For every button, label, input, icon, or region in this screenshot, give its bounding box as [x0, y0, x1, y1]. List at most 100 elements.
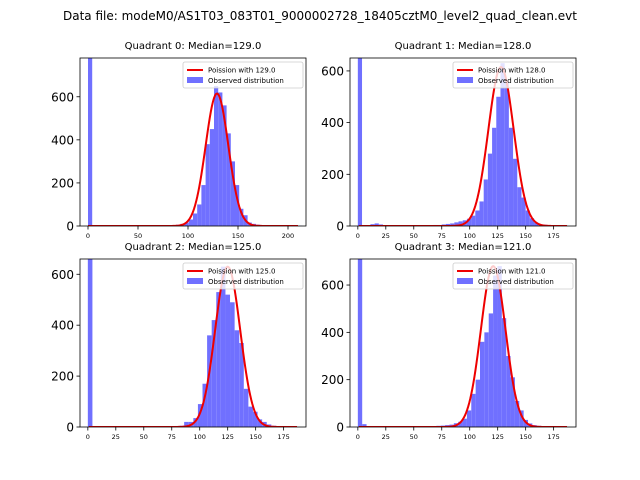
- legend-hist-swatch: [187, 77, 203, 83]
- legend-box: [452, 262, 574, 290]
- quadrant-1-bar: [374, 223, 379, 226]
- quadrant-1-plot-area: [357, 58, 568, 226]
- quadrant-1-x-tick-label: 75: [438, 232, 446, 240]
- quadrant-3-bar: [362, 424, 367, 427]
- quadrant-1-title: Quadrant 1: Median=128.0: [395, 41, 532, 52]
- quadrant-3-x-tick-label: 125: [491, 433, 503, 441]
- quadrant-3-y-tick-label: 400: [321, 326, 344, 340]
- quadrant-1-bar: [529, 218, 535, 226]
- legend-box: [452, 61, 574, 89]
- quadrant-2-y-tick-label: 400: [51, 319, 74, 333]
- quadrant-3-bar: [458, 421, 463, 427]
- quadrant-3-x-tick-label: 0: [356, 433, 360, 441]
- legend-box: [182, 61, 304, 89]
- quadrant-0-x-tick-label: 50: [134, 232, 142, 240]
- quadrant-2-x-tick-label: 0: [86, 433, 90, 441]
- legend-hist-swatch: [187, 278, 203, 284]
- quadrant-0-legend: Poission with 129.0 Observed distribution: [182, 61, 304, 89]
- quadrant-2-bar: [193, 418, 198, 427]
- quadrant-3-title: Quadrant 3: Median=121.0: [395, 242, 532, 253]
- quadrant-2-bar: [252, 411, 258, 427]
- quadrant-2-bar: [239, 343, 244, 427]
- quadrant-1-bar: [479, 201, 484, 226]
- quadrant-3-bar: [462, 418, 467, 427]
- quadrant-3-bar: [510, 377, 515, 427]
- quadrant-3-fit-curve: [358, 264, 568, 427]
- quadrant-0-bar: [201, 185, 206, 226]
- quadrant-3-bar: [501, 318, 507, 427]
- quadrant-2-bar: [257, 419, 263, 427]
- quadrant-3-bar: [466, 410, 472, 427]
- quadrant-1-bar: [525, 210, 530, 226]
- legend-hist-label: Observed distribution: [478, 77, 554, 85]
- legend-hist-label: Observed distribution: [208, 77, 284, 85]
- quadrant-2-bar: [216, 292, 221, 427]
- quadrant-2-bar: [202, 383, 208, 427]
- quadrant-2-x-tick-label: 175: [277, 433, 289, 441]
- legend-hist-label: Observed distribution: [478, 278, 554, 286]
- legend-fit-label: Poission with 128.0: [478, 67, 546, 75]
- quadrant-0-bar: [193, 213, 198, 226]
- quadrant-2-x-tick-label: 100: [194, 433, 206, 441]
- quadrant-0-y-tick-label: 600: [51, 90, 74, 104]
- quadrant-1-y-tick-label: 600: [321, 64, 344, 78]
- quadrant-2-bar: [243, 388, 249, 427]
- quadrant-3-x-tick-label: 75: [438, 433, 446, 441]
- quadrant-2-x-tick-label: 150: [249, 433, 261, 441]
- legend-hist-swatch: [457, 278, 473, 284]
- quadrant-1-bar: [487, 153, 493, 226]
- quadrant-1-y-tick-label: 400: [321, 116, 344, 130]
- legend-box: [182, 262, 304, 290]
- panels: Quadrant 0: Median=129.0 0 50 100 150 200 0 200…: [51, 41, 577, 441]
- figure-title: Data file: modeM0/AS1T03_083T01_90000027…: [63, 9, 577, 23]
- quadrant-0-title: Quadrant 0: Median=129.0: [125, 41, 262, 52]
- quadrant-3-panel: Quadrant 3: Median=121.0 0 25 50 75 100 125 150…: [321, 242, 577, 441]
- quadrant-0-bar: [188, 219, 193, 226]
- quadrant-2-bar: [220, 266, 226, 427]
- quadrant-0-x-tick-label: 0: [86, 232, 90, 240]
- quadrant-3-bar: [497, 266, 502, 427]
- quadrant-2-x-tick-label: 50: [140, 433, 148, 441]
- quadrant-0-bar: [218, 92, 223, 226]
- quadrant-2-legend: Poission with 125.0 Observed distribution: [182, 262, 304, 290]
- quadrant-1-bar: [475, 210, 480, 226]
- quadrant-2-bar: [197, 404, 203, 427]
- quadrant-2-y-tick-label: 200: [51, 370, 74, 384]
- quadrant-1-panel: Quadrant 1: Median=128.0 0 25 50 75 100 125 150…: [321, 41, 577, 240]
- quadrant-2-x-tick-label: 125: [221, 433, 233, 441]
- quadrant-1-x-tick-label: 25: [382, 232, 390, 240]
- quadrant-2-bar: [230, 302, 235, 427]
- quadrant-2-bar: [87, 259, 93, 427]
- quadrant-2-bar: [248, 406, 253, 427]
- quadrant-3-x-tick-label: 150: [519, 433, 531, 441]
- quadrant-0-axes-frame: [79, 57, 307, 227]
- legend-fit-label: Poission with 121.0: [478, 268, 546, 276]
- quadrant-1-bar: [454, 222, 459, 226]
- quadrant-3-y-tick-label: 0: [336, 421, 344, 435]
- quadrant-1-bar: [492, 127, 497, 226]
- quadrant-0-bar: [197, 204, 202, 226]
- quadrant-0-bar: [235, 185, 240, 226]
- quadrant-1-bar: [357, 58, 363, 226]
- quadrant-0-x-tick-label: 100: [182, 232, 194, 240]
- quadrant-1-bar: [508, 127, 514, 226]
- quadrant-3-bar: [493, 275, 498, 427]
- quadrant-1-bar: [450, 223, 455, 226]
- quadrant-0-bar: [88, 58, 93, 226]
- quadrant-0-panel: Quadrant 0: Median=129.0 0 50 100 150 200 0 200…: [51, 41, 307, 240]
- quadrant-0-x-tick-label: 150: [232, 232, 244, 240]
- quadrant-1-axes-frame: [349, 57, 577, 227]
- quadrant-3-bar: [471, 393, 476, 427]
- quadrant-3-axes-frame: [349, 258, 577, 428]
- quadrant-0-bar: [209, 129, 214, 226]
- quadrant-2-bar: [211, 320, 217, 427]
- quadrant-1-bar: [483, 179, 488, 226]
- quadrant-0-plot-area: [88, 58, 303, 226]
- quadrant-1-fit-curve: [358, 66, 568, 226]
- quadrant-1-x-tick-label: 50: [410, 232, 418, 240]
- legend-hist-label: Observed distribution: [208, 278, 284, 286]
- quadrant-0-bar: [214, 86, 219, 226]
- quadrant-0-x-tick-label: 200: [282, 232, 294, 240]
- quadrant-1-bar: [466, 218, 472, 226]
- quadrant-0-bar: [184, 222, 189, 226]
